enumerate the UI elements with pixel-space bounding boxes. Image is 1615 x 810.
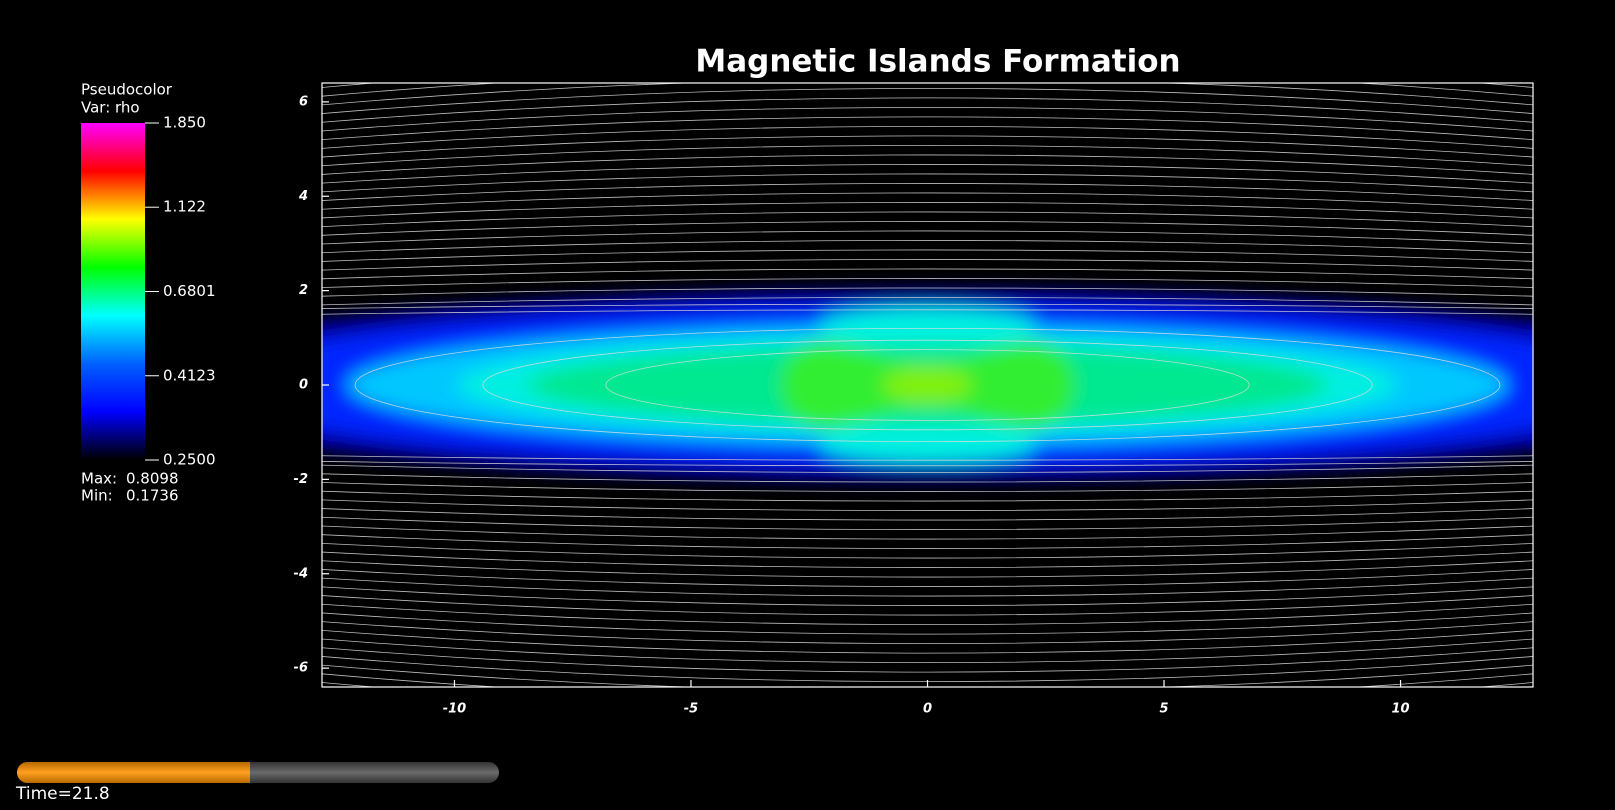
y-tick-label: 2 <box>299 283 308 298</box>
field-contour <box>322 455 1533 461</box>
x-tick-label: 5 <box>1160 702 1169 717</box>
colorbar-tick-label: 0.4123 <box>163 366 216 384</box>
x-tick-label: -10 <box>443 702 467 717</box>
colorbar-tick-label: 0.2500 <box>163 451 216 469</box>
y-tick-label: 0 <box>299 378 308 393</box>
field-line <box>322 145 1533 167</box>
field-line <box>322 473 1533 483</box>
field-line <box>322 586 1533 606</box>
x-tick-label: 0 <box>923 702 932 717</box>
field-line <box>322 508 1533 521</box>
y-tick-label: -6 <box>294 661 308 676</box>
field-line <box>322 638 1533 663</box>
field-line <box>322 135 1533 158</box>
field-contour <box>605 349 1250 421</box>
min-value: 0.1736 <box>126 487 179 505</box>
field-line <box>322 525 1533 540</box>
field-line <box>322 202 1533 219</box>
colorbar <box>81 123 145 460</box>
field-line <box>322 560 1533 578</box>
field-line <box>322 629 1533 654</box>
field-line <box>322 83 1533 106</box>
field-line <box>322 612 1533 635</box>
y-tick-label: -4 <box>294 566 308 581</box>
field-line <box>322 499 1533 511</box>
field-line <box>322 230 1533 245</box>
field-line <box>322 211 1533 228</box>
field-line <box>322 482 1533 492</box>
field-line <box>322 603 1533 625</box>
field-line <box>322 569 1533 587</box>
max-label: Max: <box>81 470 117 488</box>
field-contour <box>322 461 1533 467</box>
time-slider <box>17 762 499 783</box>
colorbar-tick-label: 0.6801 <box>163 282 216 300</box>
field-line <box>322 287 1533 297</box>
field-line <box>322 551 1533 568</box>
legend-title: Pseudocolor <box>81 81 173 99</box>
chart-title: Magnetic Islands Formation <box>695 44 1180 80</box>
field-line <box>322 221 1533 236</box>
field-line <box>322 621 1533 644</box>
field-line <box>322 107 1533 132</box>
x-tick-label: 10 <box>1392 702 1410 717</box>
field-line <box>322 173 1533 193</box>
field-line <box>322 164 1533 184</box>
x-tick-label: -5 <box>684 702 698 717</box>
field-line <box>322 183 1533 201</box>
field-line <box>322 154 1533 175</box>
field-line <box>322 249 1533 262</box>
field-line <box>322 97 1533 123</box>
field-line <box>322 490 1533 502</box>
field-line <box>322 647 1533 673</box>
field-line <box>322 192 1533 210</box>
field-line <box>322 240 1533 254</box>
field-contour <box>322 303 1533 309</box>
y-tick-label: -2 <box>294 472 308 487</box>
field-line <box>322 116 1533 141</box>
colorbar-tick-label: 1.850 <box>163 114 206 132</box>
field-contour <box>354 327 1501 443</box>
field-line <box>322 88 1533 114</box>
max-value: 0.8098 <box>126 470 179 488</box>
y-tick-label: 6 <box>299 94 308 109</box>
time-label: Time=21.8 <box>15 784 110 804</box>
colorbar-tick-label: 1.122 <box>163 198 206 216</box>
field-line <box>322 534 1533 549</box>
field-line <box>322 297 1533 306</box>
field-line <box>322 595 1533 616</box>
field-line <box>322 259 1533 271</box>
field-line <box>322 268 1533 280</box>
density-field <box>322 83 1533 687</box>
field-line <box>322 126 1533 149</box>
field-contour <box>322 309 1533 315</box>
field-line <box>322 516 1533 530</box>
field-line <box>322 278 1533 288</box>
y-tick-label: 4 <box>298 189 308 204</box>
field-line <box>322 542 1533 559</box>
min-label: Min: <box>81 487 113 505</box>
field-line <box>322 664 1533 687</box>
legend-variable: Var: rho <box>81 99 140 117</box>
field-line <box>322 577 1533 597</box>
field-line <box>322 464 1533 473</box>
field-contour <box>482 339 1373 431</box>
